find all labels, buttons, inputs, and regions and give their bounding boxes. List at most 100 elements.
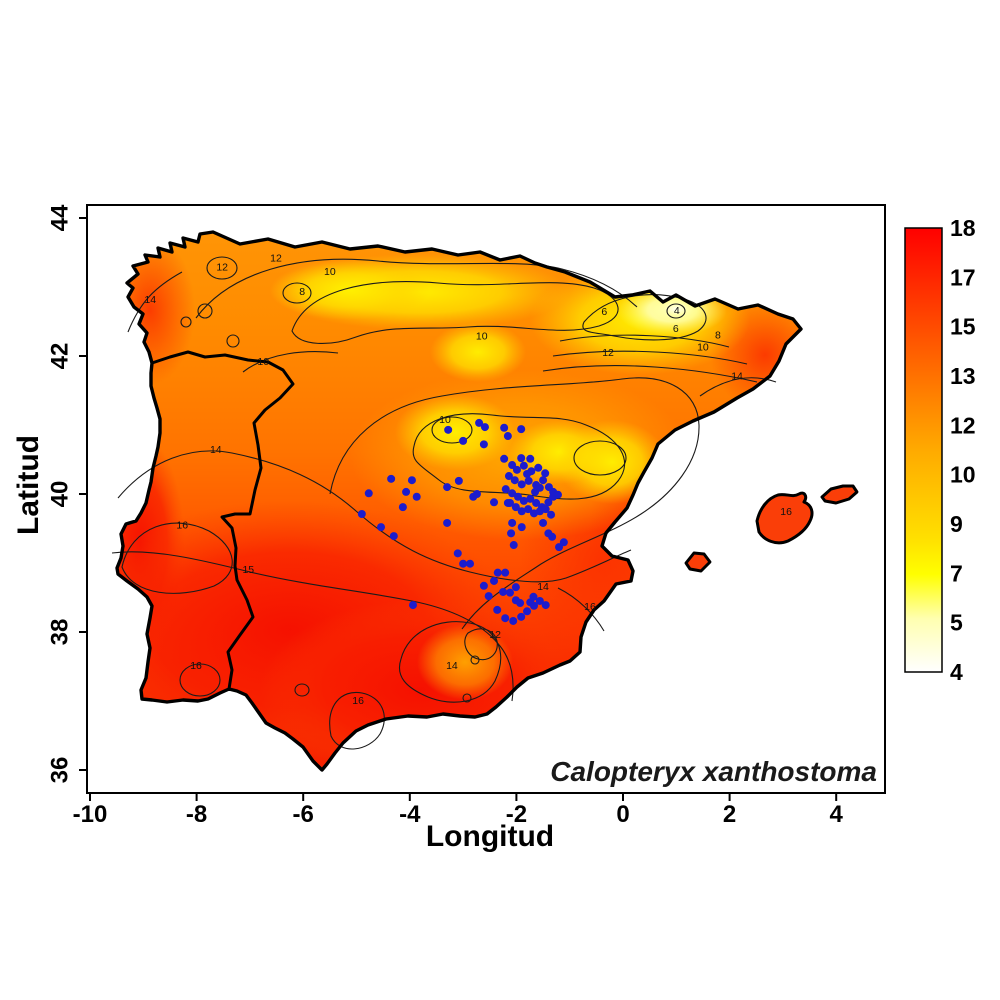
border-portugal-spain: [150, 350, 295, 691]
occurrence-point: [523, 469, 532, 478]
colorbar-tick-label: 4: [950, 659, 963, 685]
occurrence-point: [541, 469, 550, 478]
occurrence-point: [516, 599, 525, 608]
occurrence-point: [503, 498, 512, 507]
occurrence-point: [506, 588, 515, 597]
occurrence-point: [526, 454, 535, 463]
occurrence-point: [472, 490, 481, 498]
occurrence-point: [398, 503, 407, 512]
occurrence-point: [553, 490, 562, 499]
occurrence-point: [408, 601, 417, 610]
colorbar-tick-label: 18: [950, 215, 976, 241]
occurrence-point: [509, 616, 518, 625]
x-axis-ticks: -10 -8 -6 -4 -2 0 2 4: [73, 793, 844, 828]
occurrence-point: [500, 454, 509, 463]
occurrence-point: [532, 498, 541, 507]
contour-labels: 12 10 8 12 14 10 10 6 4 6 8 10 12 14 10 14 16 15 16 16 14 12 1…: [144, 253, 792, 707]
occurrence-point: [490, 498, 499, 507]
contour-level-label: 16: [352, 695, 364, 707]
occurrence-point: [479, 581, 488, 590]
colorbar-tick-label: 5: [950, 610, 963, 636]
contour-level-label: 12: [270, 253, 282, 265]
x-tick-label: 0: [616, 801, 629, 828]
occurrence-point: [507, 529, 516, 538]
contour-level-label: 8: [299, 286, 305, 298]
colorbar: [904, 227, 943, 673]
contour-level-label: 12: [489, 629, 501, 641]
occurrence-point: [524, 476, 533, 485]
occurrence-point: [454, 476, 463, 485]
occurrence-point: [480, 423, 489, 432]
occurrence-point: [407, 476, 416, 485]
contour-level-label: 10: [476, 331, 488, 343]
occurrence-point: [517, 425, 526, 434]
species-label: Calopteryx xanthostoma: [550, 756, 877, 787]
contour-level-label: 6: [673, 323, 679, 335]
occurrence-point: [466, 559, 475, 568]
occurrence-point: [377, 523, 386, 532]
occurrence-point: [493, 568, 502, 577]
x-tick-label: -2: [506, 801, 527, 828]
occurrence-point: [509, 541, 518, 550]
occurrence-points: [357, 418, 568, 625]
contour-level-label: 14: [446, 660, 458, 672]
balearic-islands: [684, 484, 859, 573]
contour-level-label: 15: [242, 564, 254, 576]
occurrence-point: [508, 489, 517, 498]
occurrence-point: [503, 432, 512, 441]
occurrence-point: [519, 461, 528, 470]
occurrence-point: [539, 518, 548, 527]
contour-level-label: 14: [144, 294, 156, 306]
occurrence-point: [453, 549, 462, 558]
y-tick-label: 40: [47, 481, 74, 508]
occurrence-point: [402, 487, 411, 496]
contour-level-label: 4: [674, 305, 680, 317]
x-tick-label: -4: [399, 801, 421, 828]
contour-level-label: 16: [176, 520, 188, 532]
occurrence-point: [444, 425, 453, 434]
occurrence-point: [510, 476, 519, 485]
island-ibiza: [684, 551, 712, 573]
occurrence-point: [501, 614, 510, 623]
occurrence-point: [541, 505, 550, 514]
occurrence-point: [559, 538, 568, 547]
contour-level-label: 10: [697, 342, 709, 354]
occurrence-point: [412, 492, 421, 501]
occurrence-point: [490, 576, 499, 585]
contour-level-label: 14: [537, 581, 549, 593]
colorbar-tick-label: 17: [950, 264, 976, 290]
occurrence-point: [364, 489, 373, 498]
occurrence-point: [517, 480, 526, 489]
occurrence-point: [493, 605, 502, 614]
occurrence-point: [541, 601, 550, 610]
occurrence-point: [501, 485, 510, 494]
colorbar-tick-label: 12: [950, 412, 976, 438]
occurrence-point: [548, 532, 557, 541]
colorbar-tick-label: 13: [950, 363, 976, 389]
occurrence-point: [523, 607, 532, 616]
x-tick-label: 4: [830, 801, 844, 828]
coastline-iberia: [115, 230, 803, 772]
occurrence-point: [508, 518, 517, 527]
occurrence-point: [517, 523, 526, 532]
occurrence-point: [443, 518, 452, 527]
occurrence-point: [529, 592, 538, 601]
y-tick-label: 44: [47, 204, 74, 231]
y-tick-label: 36: [47, 757, 74, 784]
occurrence-point: [529, 601, 538, 610]
x-tick-label: -10: [73, 801, 108, 828]
y-tick-label: 38: [47, 619, 74, 646]
colorbar-labels: 18 17 15 13 12 10 9 7 5 4: [950, 215, 976, 685]
occurrence-point: [511, 503, 520, 512]
y-axis-ticks: 44 42 40 38 36: [47, 204, 87, 784]
occurrence-point: [539, 476, 548, 485]
contour-level-label: 16: [780, 506, 792, 518]
occurrence-point: [499, 587, 508, 596]
occurrence-point: [517, 507, 526, 516]
contour-level-label: 14: [210, 444, 222, 456]
occurrence-point: [534, 463, 543, 472]
occurrence-point: [517, 454, 526, 463]
occurrence-point: [535, 483, 544, 492]
